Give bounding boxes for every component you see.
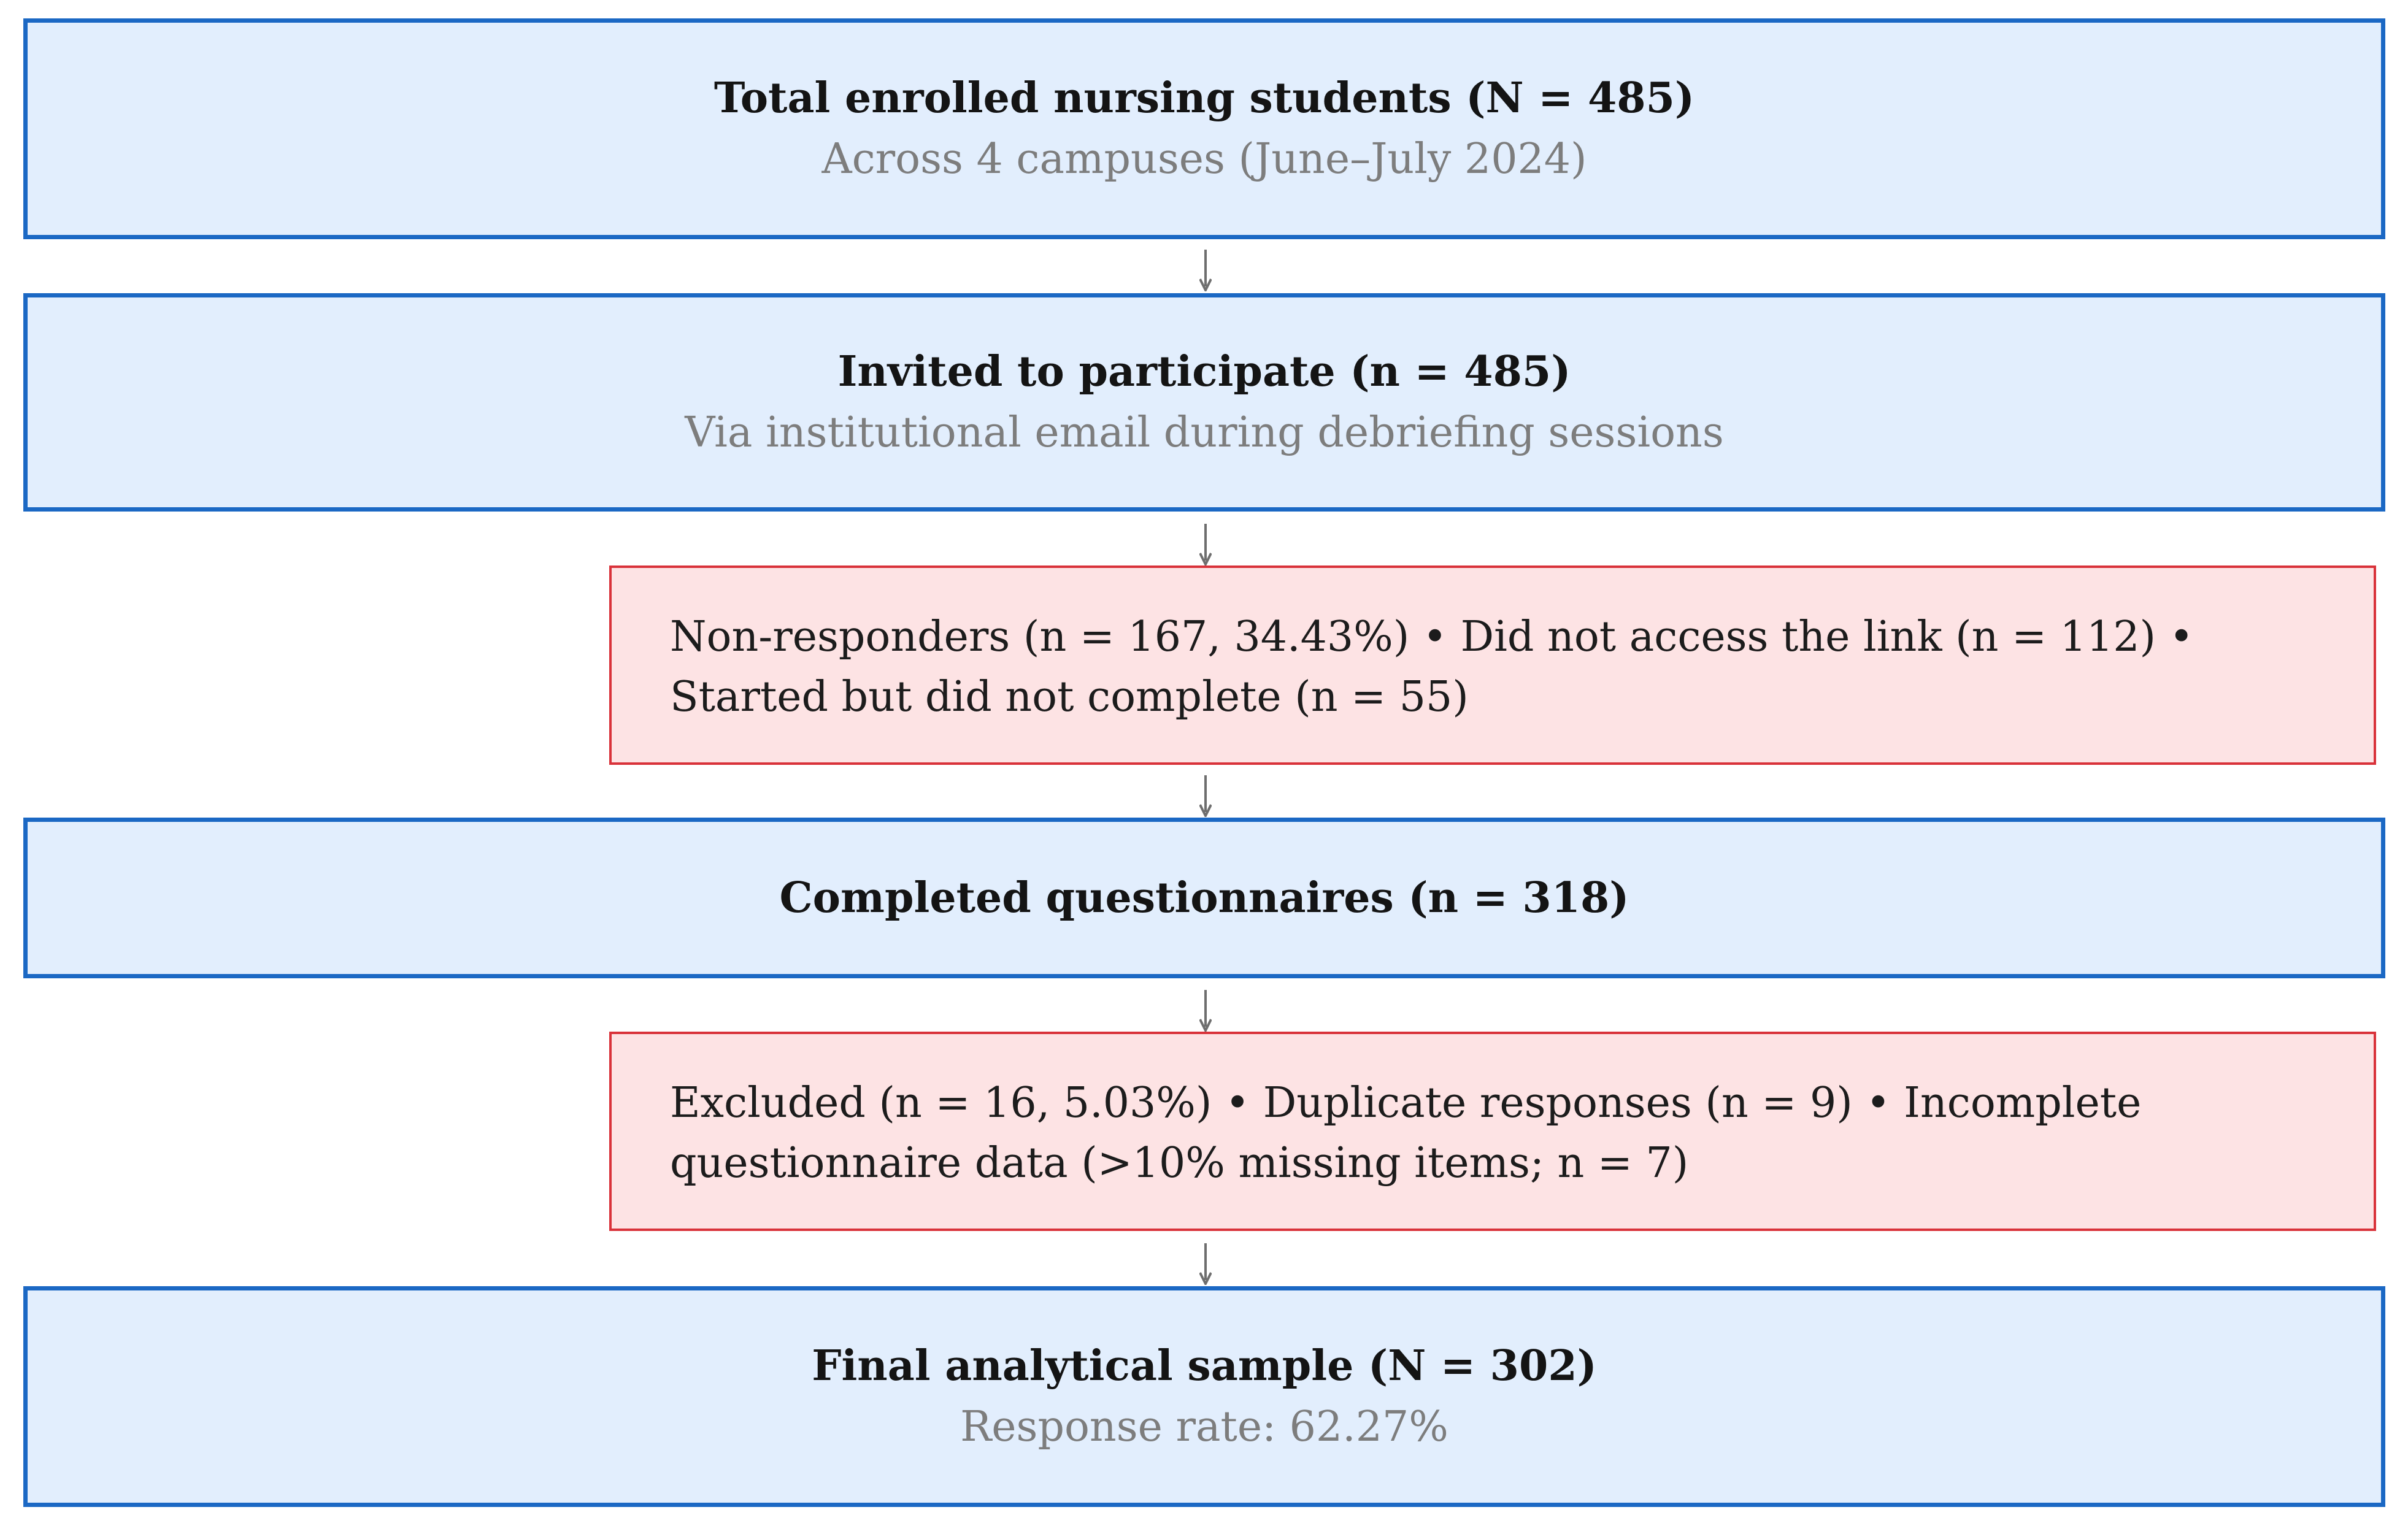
final-sample-box: Final analytical sample (N = 302) Respon… — [23, 1286, 2385, 1507]
excluded-text: Excluded (n = 16, 5.03%) • Duplicate res… — [670, 1079, 2142, 1187]
down-arrow-icon — [1199, 524, 1212, 566]
final-sample-title: Final analytical sample (N = 302) — [812, 1341, 1597, 1390]
completed-box: Completed questionnaires (n = 318) — [23, 818, 2385, 978]
completed-title: Completed questionnaires (n = 318) — [779, 873, 1629, 922]
excluded-box: Excluded (n = 16, 5.03%) • Duplicate res… — [609, 1032, 2376, 1231]
enrolled-title: Total enrolled nursing students (N = 485… — [714, 74, 1695, 123]
invited-title: Invited to participate (n = 485) — [837, 347, 1571, 396]
nonresponders-box: Non-responders (n = 167, 34.43%) • Did n… — [609, 566, 2376, 765]
enrolled-box: Total enrolled nursing students (N = 485… — [23, 18, 2385, 239]
down-arrow-icon — [1199, 1243, 1212, 1285]
invited-box: Invited to participate (n = 485) Via ins… — [23, 293, 2385, 512]
invited-subtitle: Via institutional email during debriefin… — [685, 408, 1724, 457]
nonresponders-text: Non-responders (n = 167, 34.43%) • Did n… — [670, 613, 2194, 721]
down-arrow-icon — [1199, 990, 1212, 1032]
down-arrow-icon — [1199, 250, 1212, 291]
down-arrow-icon — [1199, 775, 1212, 817]
final-sample-subtitle: Response rate: 62.27% — [960, 1403, 1448, 1451]
enrolled-subtitle: Across 4 campuses (June–July 2024) — [821, 135, 1587, 183]
